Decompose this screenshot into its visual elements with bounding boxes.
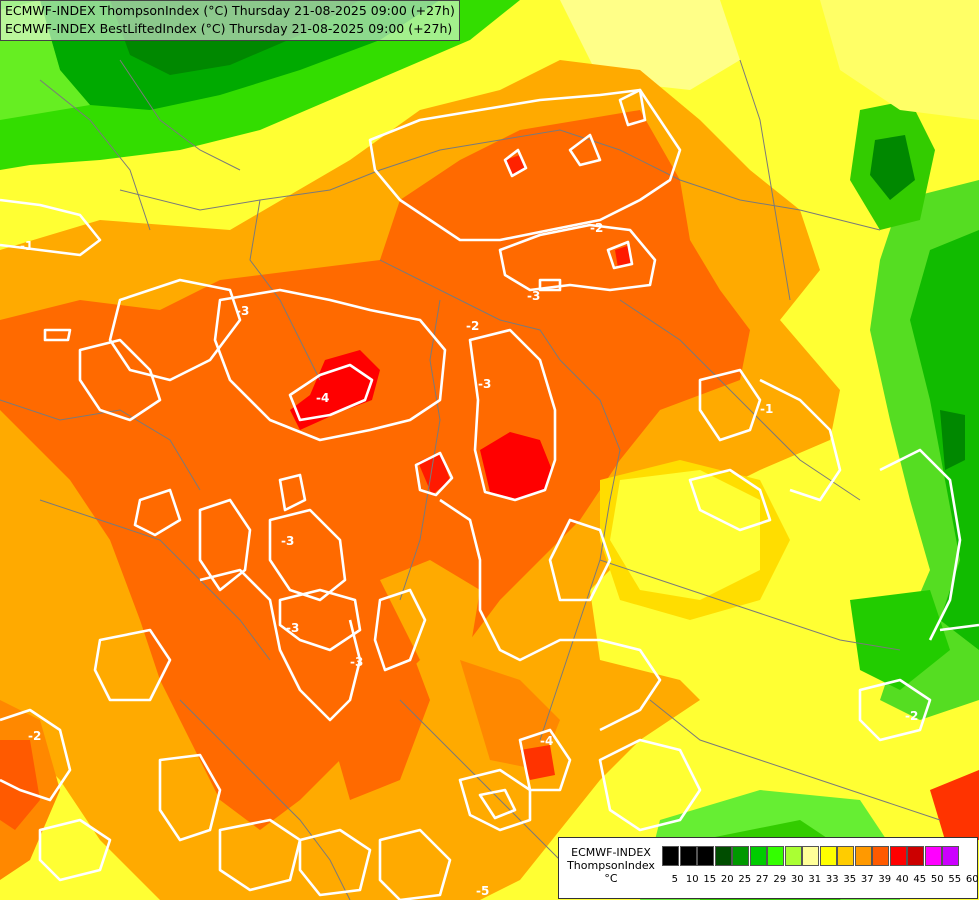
legend-swatch xyxy=(889,846,907,866)
contour-label: -4 xyxy=(540,734,553,748)
red-peak-2 xyxy=(480,432,552,500)
dark-orange-region xyxy=(0,110,750,830)
legend-swatch xyxy=(872,846,889,866)
legend-tick-label: 33 xyxy=(825,874,839,885)
legend-unit: °C xyxy=(604,872,618,885)
legend-tick-label: 50 xyxy=(930,874,944,885)
legend-tick-label: 31 xyxy=(808,874,822,885)
contour-label: -3 xyxy=(527,289,540,303)
legend-swatch xyxy=(714,846,732,866)
contour-label: -1 xyxy=(760,402,773,416)
contour-labels: -1 -2 -2 -2 -3 -3 -3 -3 -3 -3 -4 -4 -5 -… xyxy=(20,221,918,898)
legend-tick-label: 15 xyxy=(703,874,717,885)
legend-swatch xyxy=(679,846,697,866)
legend-tick-label: 29 xyxy=(773,874,787,885)
legend-tick-label: 45 xyxy=(913,874,927,885)
legend-label: ECMWF-INDEX ThompsonIndex °C xyxy=(565,846,657,885)
contour-label: -5 xyxy=(476,884,489,898)
legend-tick-label: 37 xyxy=(860,874,874,885)
legend-swatches xyxy=(662,846,960,866)
legend-tick-label: 10 xyxy=(685,874,699,885)
legend-swatch xyxy=(697,846,714,866)
contour-label: -3 xyxy=(478,377,491,391)
legend-tick-label: 35 xyxy=(843,874,857,885)
legend-swatch xyxy=(942,846,959,866)
contour-label: -1 xyxy=(20,239,33,253)
contour-label: -2 xyxy=(905,709,918,723)
legend-tick-label: 20 xyxy=(720,874,734,885)
legend-swatch xyxy=(732,846,749,866)
legend-ticks: 5 10 15 20 25 27 29 30 31 33 35 37 39 40 45 50 55 60 xyxy=(666,874,979,885)
legend-swatch xyxy=(802,846,819,866)
contour-label: -3 xyxy=(281,534,294,548)
title-best-lifted-index: ECMWF-INDEX BestLiftedIndex (°C) Thursda… xyxy=(5,21,453,36)
contour-label: -2 xyxy=(466,319,479,333)
legend-tick-label: 39 xyxy=(878,874,892,885)
color-legend: ECMWF-INDEX ThompsonIndex °C 5 10 15 20 25 27… xyxy=(558,837,979,899)
legend-swatch xyxy=(784,846,802,866)
legend-swatch xyxy=(819,846,837,866)
lifted-index-contours xyxy=(0,88,979,900)
contour-label: -2 xyxy=(590,221,603,235)
legend-swatch xyxy=(662,846,679,866)
contour-label: -2 xyxy=(28,729,41,743)
title-thompson-index: ECMWF-INDEX ThompsonIndex (°C) Thursday … xyxy=(5,3,455,18)
legend-swatch xyxy=(767,846,784,866)
legend-field: ThompsonIndex xyxy=(567,859,655,872)
legend-tick-label: 27 xyxy=(755,874,769,885)
country-borders xyxy=(0,59,941,900)
contour-label: -3 xyxy=(236,304,249,318)
contour-label: -3 xyxy=(286,621,299,635)
legend-source: ECMWF-INDEX xyxy=(571,846,651,859)
contour-label: -4 xyxy=(316,391,329,405)
legend-tick-label: 25 xyxy=(738,874,752,885)
legend-tick-label: 30 xyxy=(790,874,804,885)
map-title: ECMWF-INDEX ThompsonIndex (°C) Thursday … xyxy=(0,0,460,41)
legend-swatch xyxy=(924,846,942,866)
legend-tick-label: 5 xyxy=(671,874,678,885)
legend-swatch xyxy=(854,846,872,866)
legend-tick-label: 55 xyxy=(948,874,962,885)
legend-swatch xyxy=(837,846,854,866)
legend-swatch xyxy=(749,846,767,866)
legend-swatch xyxy=(907,846,924,866)
contour-label: -3 xyxy=(350,655,363,669)
legend-tick-label: 40 xyxy=(895,874,909,885)
legend-tick-label: 60 xyxy=(965,874,979,885)
